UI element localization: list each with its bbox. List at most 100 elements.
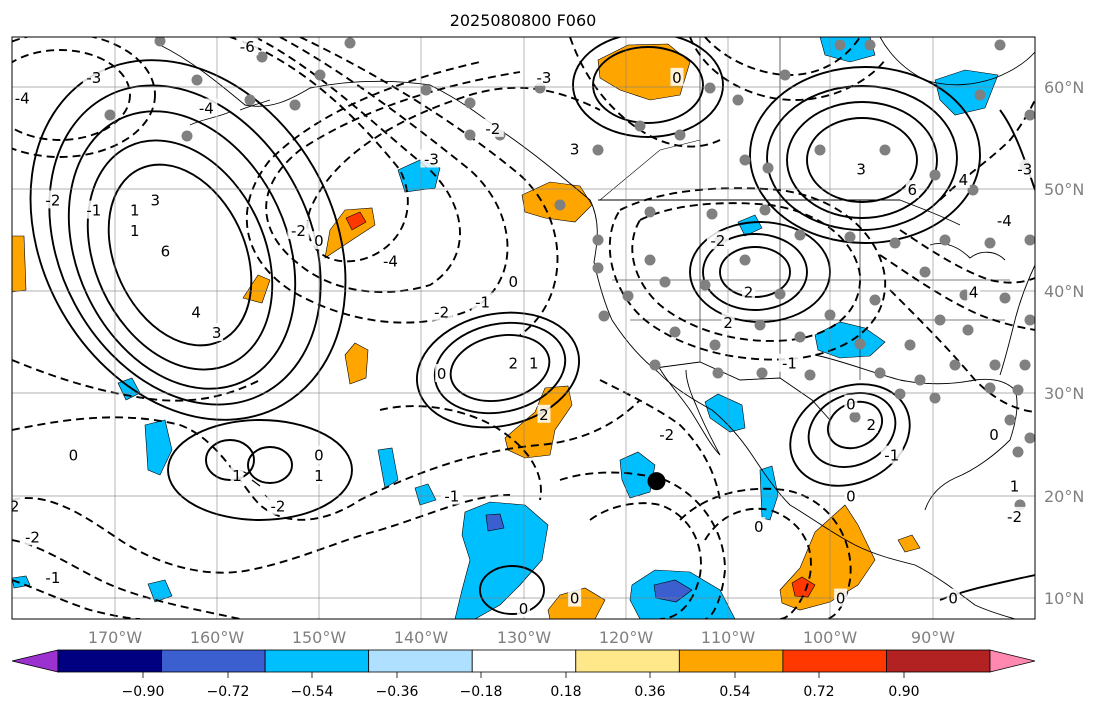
map-title: 2025080800 F060 (450, 11, 597, 30)
contour-high-gulf-2 (807, 392, 897, 468)
hudson-bay (879, 37, 1035, 86)
contour-high-hawaii-2 (205, 439, 255, 481)
colorbar-labels: −0.90 −0.72 −0.54 −0.36 −0.18 0.18 0.36 … (122, 684, 920, 700)
east-coast (999, 264, 1035, 376)
contour-label: 0 (69, 447, 79, 465)
contour-label-bg (195, 98, 218, 117)
contour-label-bg (21, 527, 44, 546)
colorbar-tick-label: −0.36 (376, 684, 419, 700)
contour-label: -3 (424, 151, 439, 169)
contour-label-bg (82, 67, 105, 86)
contour-low-sw-1 (12, 539, 241, 619)
lon-tick-label: 140°W (394, 628, 449, 647)
colorbar-extend-high (989, 649, 1036, 673)
contour-label-bg (880, 445, 903, 464)
contour-label-bg (420, 149, 443, 168)
colorbar-tick-label: 0.54 (719, 684, 750, 700)
contour-label: -2 (485, 120, 500, 138)
contour-label-bg (440, 486, 463, 505)
contour-label: 3 (212, 324, 222, 342)
alaska-coast (159, 44, 1016, 619)
shade-orange-west-edge (12, 235, 27, 293)
contour-label-bg (993, 210, 1016, 229)
contour-label: 2 (723, 314, 733, 332)
contour-label: 1 (232, 467, 242, 485)
lon-tick-label: 130°W (497, 628, 552, 647)
contour-label: 0 (508, 273, 518, 291)
us-mexico-border (654, 361, 831, 421)
contour-label-bg (967, 282, 981, 301)
shade-orange-canada (597, 43, 691, 101)
aleutians (189, 99, 271, 126)
lon-tick-label: 150°W (292, 628, 347, 647)
contour-label: -1 (884, 447, 899, 465)
contour-label: 0 (314, 232, 324, 250)
lat-tick-label: 60°N (1044, 78, 1084, 97)
contour-high-nw-4 (749, 66, 981, 244)
contour-label-bg (834, 588, 848, 607)
contour-label-bg (537, 404, 551, 423)
contour-label: -2 (270, 498, 285, 516)
contour-low-us-ring-2 (608, 187, 886, 361)
contour-label: 0 (754, 518, 764, 536)
lat-tick-label: 40°N (1044, 282, 1084, 301)
contour-label-bg (670, 67, 684, 86)
contour-label-bg (1013, 159, 1035, 178)
contour-label: -2 (710, 232, 725, 250)
contour-label: -2 (1007, 508, 1022, 526)
contour-label-bg (532, 67, 555, 86)
shade-blue-west-4 (414, 483, 437, 506)
contour-low-sw-2 (12, 579, 141, 619)
contour-label-bg (128, 200, 142, 219)
contour-label-bg (987, 425, 1001, 444)
shade-blue-gulf-calif (704, 393, 746, 433)
contour-low-mid-2 (12, 359, 261, 402)
contour-label-bg (230, 466, 244, 485)
contour-high-center-3 (416, 311, 580, 429)
contour-low-nw-ring (939, 99, 1035, 201)
contour-label: 6 (161, 242, 171, 260)
latitude-axis: 60°N 50°N 40°N 30°N 20°N 10°N (1044, 78, 1084, 608)
contour-label-bg (287, 221, 310, 239)
contour-label-bg (655, 425, 678, 444)
contour-label: 1 (1010, 477, 1020, 495)
colorbar: −0.90 −0.72 −0.54 −0.36 −0.18 0.18 0.36 … (11, 649, 1036, 700)
map-frame (11, 36, 1036, 620)
contour-label-bg (481, 118, 504, 137)
contour-label: -4 (15, 89, 30, 107)
gridlines (12, 37, 1035, 619)
contour-label-bg (266, 496, 289, 515)
colorbar-cell (368, 649, 473, 673)
contour-low-gyre-2 (254, 37, 521, 293)
baja-coast (654, 359, 721, 456)
contour-label: 2 (508, 355, 518, 373)
contour-low-gyre-4 (299, 37, 559, 336)
lon-tick-label: 100°W (803, 628, 858, 647)
contour-label: -2 (5, 498, 20, 516)
contour-low-east-2 (879, 254, 1035, 331)
contour-label-bg (854, 159, 868, 178)
contour-label-bg (527, 353, 541, 372)
shade-orange-central-am (897, 534, 921, 553)
contour-high-nw-1 (806, 117, 918, 203)
shade-orange-small-1 (344, 342, 369, 385)
contour-label: 0 (519, 600, 529, 618)
contour-label: -4 (997, 212, 1012, 230)
contour-label-bg (864, 415, 878, 433)
contour-label-bg (778, 353, 801, 372)
contour-label-bg (844, 394, 858, 413)
contour-high-us-2 (702, 233, 808, 311)
contour-label: 0 (846, 396, 856, 414)
contour-label-bg (82, 200, 105, 219)
contour-label: 3 (570, 140, 580, 158)
contour-label-bg (752, 517, 766, 536)
lat-tick-label: 50°N (1044, 180, 1084, 199)
lon-tick-label: 110°W (701, 628, 756, 647)
contour-label: 0 (314, 447, 324, 465)
contour-label-bg (128, 221, 142, 239)
contour-label-bg (379, 251, 402, 270)
colorbar-tick-label: 0.18 (550, 684, 581, 700)
longitude-axis: 170°W 160°W 150°W 140°W 130°W 120°W 110°… (88, 628, 955, 647)
